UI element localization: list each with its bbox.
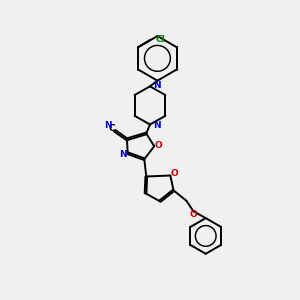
Text: C: C — [109, 124, 115, 133]
Text: N: N — [153, 81, 160, 90]
Text: N: N — [153, 121, 160, 130]
Text: O: O — [155, 140, 163, 149]
Text: N: N — [119, 150, 127, 159]
Text: Cl: Cl — [156, 35, 166, 44]
Text: N: N — [103, 121, 111, 130]
Text: O: O — [190, 210, 198, 219]
Text: O: O — [170, 169, 178, 178]
